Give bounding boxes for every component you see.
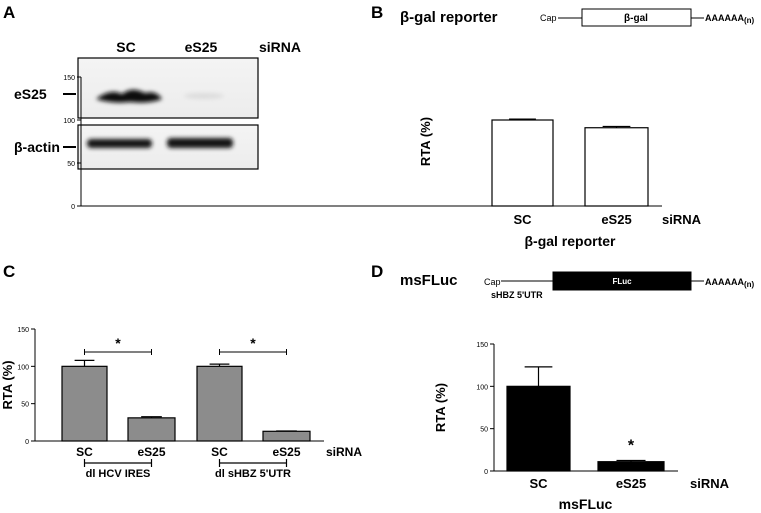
blot-row-label-es25: eS25 (14, 86, 47, 102)
construct-b-gene-label: β-gal (624, 13, 648, 24)
blot-siRNA-label: siRNA (259, 39, 301, 55)
construct-b-polya: AAAAAA(n) (705, 13, 755, 25)
chart-c: 0 50 100 150 RTA (%) SC eS25 SC eS25 siRNA dl HCV … (0, 327, 362, 480)
chart-c-category-label: SC (76, 445, 93, 459)
construct-b-cap: Cap (540, 13, 557, 23)
blot-es25-membrane (77, 57, 259, 119)
chart-d-condition-label: siRNA (690, 476, 730, 491)
blot-lane-label-sc: SC (116, 39, 135, 55)
panel-a: A SC eS25 siRNA eS25 β-actin (3, 3, 301, 170)
chart-b-y-tick-label: 100 (63, 118, 75, 125)
panel-a-label: A (3, 3, 15, 22)
chart-b-category-label: SC (513, 212, 532, 227)
chart-b-y-label: RTA (%) (418, 117, 433, 166)
panel-c-label: C (3, 262, 15, 281)
construct-d-title: msFLuc (400, 272, 458, 289)
chart-c-group-label: dl HCV IRES (86, 468, 151, 480)
chart-b-y-tick-label: 50 (67, 161, 75, 168)
blot-es25-band-sc (96, 89, 162, 103)
construct-d-polya: AAAAAA(n) (705, 277, 755, 289)
chart-c-y-tick-label: 150 (17, 327, 29, 334)
chart-d-bar (506, 385, 571, 472)
chart-d-bar (597, 461, 665, 472)
chart-d-category-label: eS25 (616, 476, 646, 491)
chart-d-category-label: SC (529, 476, 548, 491)
chart-c-bar (127, 417, 176, 442)
chart-c-bar (196, 365, 243, 442)
chart-d-y-label: RTA (%) (433, 383, 448, 432)
chart-c-category-label: SC (211, 445, 228, 459)
blot-lane-label-es25: eS25 (185, 39, 218, 55)
panel-b-label: B (371, 3, 383, 22)
chart-c-group-label: dl sHBZ 5'UTR (215, 468, 291, 480)
chart-b-y-tick-label: 150 (63, 75, 75, 82)
blot-actin-band-sc (87, 139, 152, 148)
blot-es25-band-es25 (184, 93, 224, 99)
chart-c-bar (61, 365, 108, 442)
chart-d-y-tick-label: 50 (480, 427, 488, 434)
chart-b-y-tick-label: 0 (71, 204, 75, 211)
blot-row-label-actin: β-actin (14, 139, 60, 155)
panel-b-construct: B β-gal reporter Cap β-gal AAAAAA(n) (371, 3, 755, 27)
chart-c-category-label: eS25 (137, 445, 165, 459)
chart-d-y-tick-label: 150 (476, 342, 488, 349)
construct-b-title: β-gal reporter (400, 9, 498, 26)
construct-d-utr: sHBZ 5'UTR (491, 290, 543, 300)
blot-actin-band-es25 (167, 138, 233, 148)
chart-c-sig-star: * (250, 335, 256, 351)
chart-b-bar (491, 119, 554, 207)
chart-c-y-label: RTA (%) (0, 360, 15, 409)
chart-c-condition-label: siRNA (326, 445, 362, 459)
construct-d-cap: Cap (484, 277, 501, 287)
chart-d-y-tick-label: 100 (476, 384, 488, 391)
chart-b-category-label: eS25 (601, 212, 631, 227)
chart-c-y-tick-label: 50 (21, 402, 29, 409)
chart-d-y-tick-label: 0 (484, 469, 488, 476)
chart-b-condition-label: siRNA (662, 212, 702, 227)
panel-d-construct: D msFLuc Cap sHBZ 5'UTR FLuc AAAAAA(n) (371, 262, 755, 300)
chart-c-y-tick-label: 0 (25, 439, 29, 446)
chart-d-x-label: msFLuc (559, 496, 613, 512)
chart-d-sig-star: * (628, 437, 635, 454)
chart-c-sig-star: * (115, 335, 121, 351)
construct-d-gene-label: FLuc (612, 277, 632, 286)
chart-d: 0 50 100 150 RTA (%) SC eS25 siRNA msFLuc * (433, 342, 730, 512)
chart-b-x-label: β-gal reporter (524, 233, 616, 249)
chart-c-bar (262, 430, 311, 442)
chart-c-category-label: eS25 (272, 445, 300, 459)
chart-c-y-tick-label: 100 (17, 364, 29, 371)
panel-d-label: D (371, 262, 383, 281)
chart-b-bar (584, 127, 649, 207)
chart-b: 0 50 100 150 RTA (%) SC eS25 siRNA β-gal reporte… (63, 75, 701, 249)
